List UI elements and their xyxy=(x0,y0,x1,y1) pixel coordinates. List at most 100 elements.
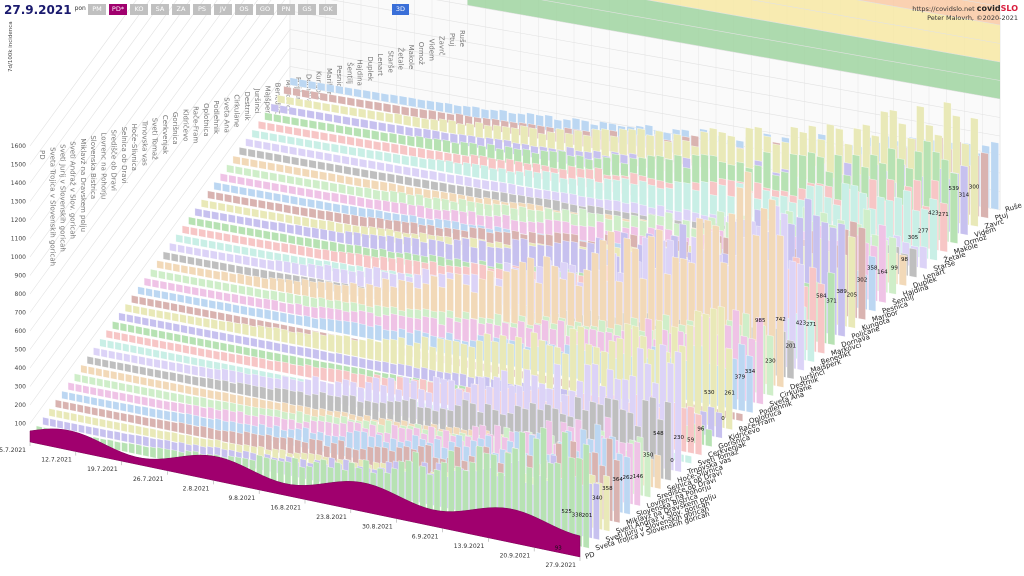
bar xyxy=(297,364,305,377)
bar xyxy=(248,237,256,247)
tab-pd[interactable]: PD* xyxy=(109,4,127,15)
tab-gs[interactable]: GS xyxy=(298,4,316,15)
grid-line xyxy=(29,0,1001,350)
bar xyxy=(382,200,391,213)
bar xyxy=(507,170,515,185)
bar xyxy=(126,314,134,324)
bar xyxy=(807,319,815,363)
bar xyxy=(320,367,328,382)
bar xyxy=(210,318,218,330)
bar xyxy=(241,246,249,256)
tab-ko[interactable]: KO xyxy=(130,4,148,15)
bar xyxy=(366,325,374,340)
bar xyxy=(214,418,222,432)
bar xyxy=(334,164,343,174)
bar xyxy=(141,406,149,417)
bar xyxy=(568,177,577,196)
tab-os[interactable]: OS xyxy=(235,4,253,15)
tab-jv[interactable]: JV xyxy=(214,4,232,15)
bar xyxy=(142,426,149,437)
bar xyxy=(169,371,177,382)
bar xyxy=(379,181,388,192)
bar xyxy=(286,223,295,235)
tab-ps[interactable]: PS xyxy=(193,4,211,15)
tab-pm[interactable]: PM xyxy=(88,4,106,15)
bar xyxy=(404,176,413,187)
site-url[interactable]: https://covidslo.net xyxy=(912,5,975,13)
bar xyxy=(156,260,164,270)
bar xyxy=(169,292,177,302)
tab-sa[interactable]: SA xyxy=(151,4,169,15)
bar xyxy=(244,266,252,277)
mode-3d-button[interactable]: 3D xyxy=(392,4,409,15)
bar xyxy=(204,268,213,279)
bar xyxy=(239,295,247,306)
y-tick-label: 500 xyxy=(15,347,27,354)
back-label: PD xyxy=(38,150,46,160)
data-label: 277 xyxy=(918,229,929,235)
data-label: 93 xyxy=(555,545,562,551)
bar xyxy=(188,266,197,276)
bar xyxy=(664,401,672,481)
bar xyxy=(222,282,230,292)
bar xyxy=(111,380,118,391)
bar xyxy=(189,336,197,346)
bar xyxy=(273,153,282,163)
bar xyxy=(104,389,112,399)
bar xyxy=(276,212,285,223)
bar xyxy=(214,390,222,401)
bar xyxy=(387,173,395,184)
bar xyxy=(219,212,228,222)
bar xyxy=(295,176,303,187)
bar xyxy=(211,260,219,270)
bar xyxy=(312,330,320,350)
bar xyxy=(89,376,96,386)
bar xyxy=(213,181,222,192)
bar xyxy=(705,428,713,447)
date-title: 27.9.2021 xyxy=(4,3,72,17)
bar xyxy=(296,331,304,347)
bar xyxy=(151,338,159,349)
bar xyxy=(200,238,208,248)
bar xyxy=(278,222,286,233)
bar xyxy=(250,158,258,169)
back-label: Pesnica xyxy=(335,65,343,91)
bar xyxy=(149,446,157,459)
bar xyxy=(114,430,121,441)
bar xyxy=(371,401,379,423)
bar xyxy=(98,408,106,418)
bar xyxy=(389,94,399,105)
x-axis-dates: 5.7.2021 12.7.2021 19.7.2021 26.7.2021 2.8.2… xyxy=(0,442,581,569)
bar xyxy=(192,386,200,397)
bar xyxy=(175,353,183,363)
bar xyxy=(227,333,235,343)
bar xyxy=(339,144,348,155)
bar xyxy=(229,430,236,445)
bar xyxy=(313,101,322,111)
bar xyxy=(311,393,319,411)
bar xyxy=(385,112,394,124)
bar xyxy=(582,443,590,549)
bar xyxy=(274,360,282,373)
bar xyxy=(311,317,319,330)
tab-pn[interactable]: PN xyxy=(277,4,295,15)
bar xyxy=(336,231,345,244)
bar xyxy=(121,442,128,453)
bar xyxy=(196,218,205,228)
bar xyxy=(939,202,948,253)
bar xyxy=(244,396,252,407)
bar xyxy=(256,189,264,199)
bar xyxy=(177,383,185,394)
bar xyxy=(198,228,206,238)
bar xyxy=(347,252,355,266)
bar xyxy=(283,204,291,214)
tab-go[interactable]: GO xyxy=(256,4,274,15)
tab-ok[interactable]: OK xyxy=(319,4,337,15)
tab-za[interactable]: ZA xyxy=(172,4,190,15)
bar xyxy=(203,209,211,219)
bar xyxy=(586,178,595,199)
back-label: Sveti Andraž v Slov. goricah xyxy=(69,141,77,239)
bar xyxy=(231,234,239,244)
bar xyxy=(204,219,213,229)
bar xyxy=(185,423,193,436)
